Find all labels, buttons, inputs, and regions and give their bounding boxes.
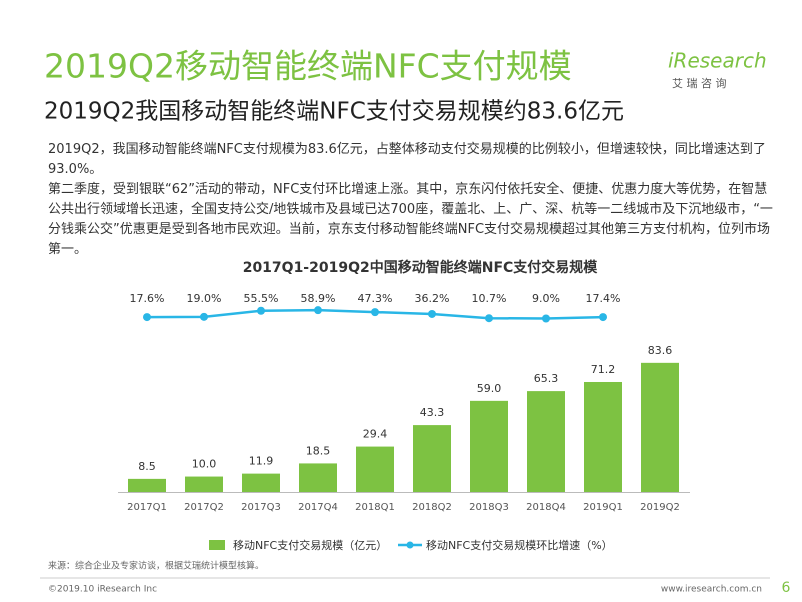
- bar: [641, 362, 679, 492]
- x-tick-label: 2017Q1: [127, 502, 167, 513]
- x-tick-label: 2018Q2: [412, 502, 452, 513]
- x-tick-label: 2018Q3: [469, 502, 509, 513]
- data-label: 17.6%: [130, 292, 165, 305]
- line-point: [257, 306, 265, 315]
- x-tick-label: 2019Q1: [583, 502, 623, 513]
- slide-title: 2019Q2移动智能终端NFC支付规模: [44, 47, 572, 86]
- bar: [185, 476, 223, 492]
- line-point: [428, 309, 436, 318]
- website: www.iresearch.com.cn: [661, 585, 762, 595]
- legend-label: 移动NFC支付交易规模环比增速（%）: [426, 538, 613, 552]
- bar: [242, 473, 280, 492]
- line-point: [143, 313, 151, 322]
- line-point: [485, 314, 493, 323]
- bar: [584, 381, 622, 492]
- paragraph: 2019Q2，我国移动智能终端NFC支付规模为83.6亿元，占整体移动支付交易规…: [48, 142, 766, 177]
- data-label: 29.4: [363, 428, 388, 441]
- logo-cn: 艾 瑞 咨 询: [672, 76, 727, 90]
- x-tick-label: 2018Q1: [355, 502, 395, 513]
- source: 来源：综合企业及专家访谈，根据艾瑞统计模型核算。: [48, 560, 264, 572]
- chart-title: 2017Q1-2019Q2中国移动智能终端NFC支付交易规模: [243, 259, 599, 276]
- data-label: 71.2: [591, 363, 616, 376]
- line-point: [314, 306, 322, 315]
- line-point: [200, 312, 208, 321]
- data-label: 58.9%: [301, 292, 336, 305]
- bar: [527, 391, 565, 492]
- x-tick-label: 2019Q2: [640, 502, 680, 513]
- data-label: 36.2%: [415, 292, 450, 305]
- data-label: 47.3%: [358, 292, 393, 305]
- line-point: [371, 308, 379, 317]
- data-label: 10.7%: [472, 292, 507, 305]
- data-label: 65.3: [534, 372, 559, 385]
- data-label: 43.3: [420, 406, 445, 419]
- bar: [413, 425, 451, 492]
- paragraph: 第二季度，受到银联“62”活动的带动，NFC支付环比增速上涨。其中，京东闪付依托…: [48, 182, 773, 257]
- page-number: 6: [782, 580, 791, 596]
- data-label: 59.0: [477, 382, 502, 395]
- slide-subtitle: 2019Q2我国移动智能终端NFC支付交易规模约83.6亿元: [44, 99, 624, 125]
- data-label: 10.0: [192, 458, 217, 471]
- legend-swatch: [406, 541, 414, 549]
- bar: [470, 400, 508, 492]
- data-label: 17.4%: [586, 292, 621, 305]
- x-tick-label: 2017Q3: [241, 502, 281, 513]
- legend-label: 移动NFC支付交易规模（亿元）: [233, 538, 387, 552]
- data-label: 18.5: [306, 444, 331, 457]
- data-label: 83.6: [648, 344, 673, 357]
- line-point: [599, 313, 607, 322]
- x-tick-label: 2017Q2: [184, 502, 224, 513]
- x-tick-label: 2018Q4: [526, 502, 566, 513]
- bar: [356, 446, 394, 492]
- line-point: [542, 314, 550, 323]
- data-label: 11.9: [249, 455, 274, 468]
- copyright: ©2019.10 iResearch Inc: [48, 585, 157, 595]
- data-label: 55.5%: [244, 292, 279, 305]
- data-label: 9.0%: [532, 292, 560, 305]
- legend-swatch: [209, 540, 225, 550]
- bar: [299, 463, 337, 492]
- x-tick-label: 2017Q4: [298, 502, 338, 513]
- data-label: 8.5: [138, 460, 156, 473]
- bar: [128, 478, 166, 492]
- data-label: 19.0%: [187, 292, 222, 305]
- logo: iResearch: [668, 49, 767, 73]
